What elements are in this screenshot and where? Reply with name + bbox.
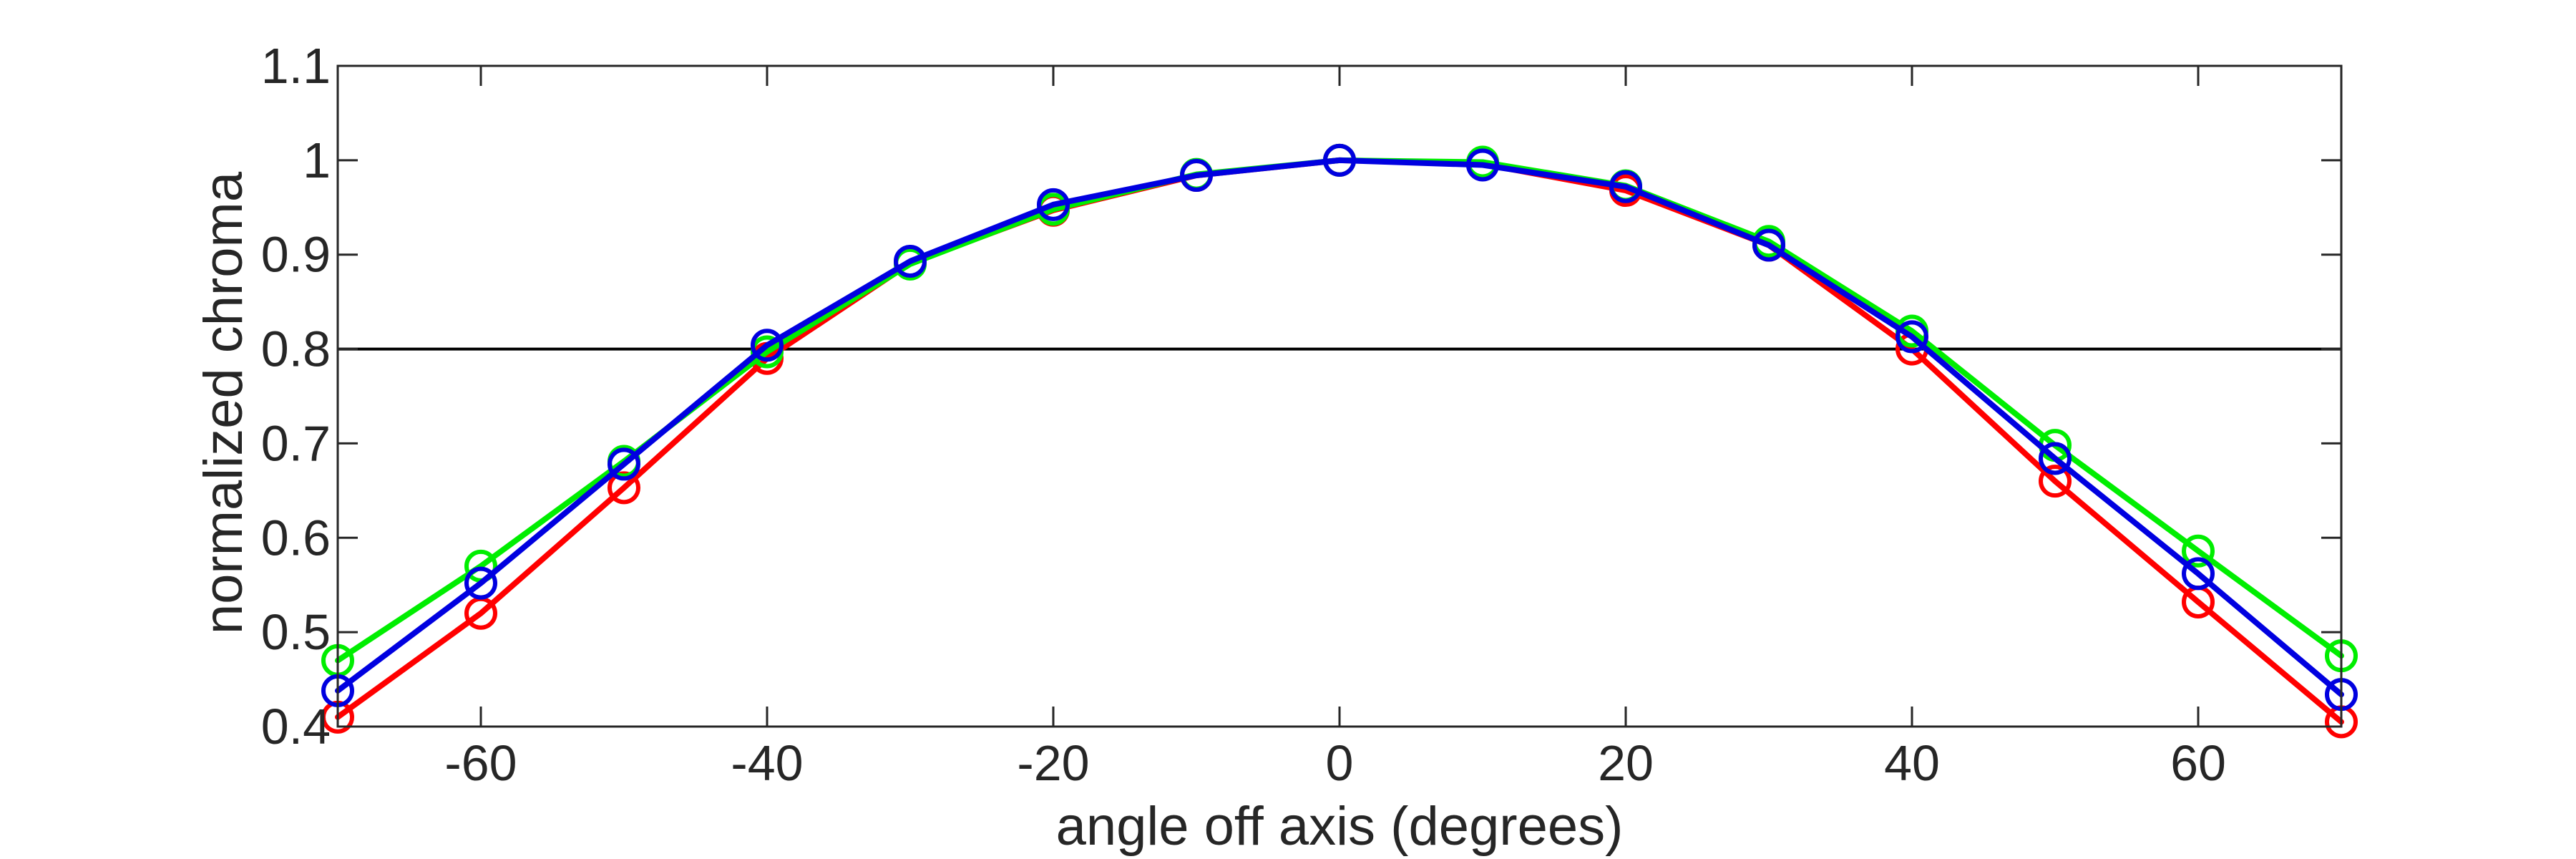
- data-point: [1180, 158, 1213, 192]
- data-point: [1037, 188, 1070, 221]
- data-point: [1896, 320, 1928, 354]
- data-point: [2182, 534, 2215, 568]
- x-tick-label: -40: [731, 735, 803, 791]
- x-tick-label: 20: [1598, 735, 1654, 791]
- axes-layer: -60 -40 -20 0 20 40 60 0.4 0.5 0.6 0.7 0.8 0.9 1 1.1: [261, 38, 2343, 791]
- data-point: [608, 447, 640, 481]
- data-point: [1323, 143, 1356, 177]
- data-point: [1752, 228, 1785, 262]
- data-point: [608, 471, 640, 505]
- x-tick-label: -60: [444, 735, 517, 791]
- series-layer: [321, 143, 2358, 739]
- y-tick-label: 0.9: [261, 227, 331, 283]
- y-tick-label: 1.1: [261, 38, 331, 94]
- x-tick-label: -20: [1017, 735, 1089, 791]
- series-line: [335, 157, 2344, 698]
- data-point: [464, 566, 497, 600]
- y-tick-label: 1: [303, 132, 331, 188]
- data-point: [1466, 148, 1499, 182]
- y-tick-label: 0.8: [261, 321, 331, 377]
- x-axis-label: angle off axis (degrees): [1056, 796, 1624, 857]
- data-point: [894, 244, 927, 278]
- data-point: [2039, 465, 2072, 498]
- x-tick-label: 60: [2170, 735, 2226, 791]
- y-tick-label: 0.5: [261, 604, 331, 660]
- y-axis-label: normalized chroma: [193, 171, 254, 634]
- y-tick-label: 0.7: [261, 415, 331, 471]
- x-tick-label: 0: [1326, 735, 1354, 791]
- data-point: [1609, 170, 1642, 203]
- x-tick-label: 40: [1884, 735, 1940, 791]
- data-point: [2039, 442, 2072, 475]
- y-tick-label: 0.6: [261, 510, 331, 566]
- y-tick-label: 0.4: [261, 699, 331, 754]
- data-point: [2182, 557, 2215, 591]
- data-point: [751, 329, 784, 362]
